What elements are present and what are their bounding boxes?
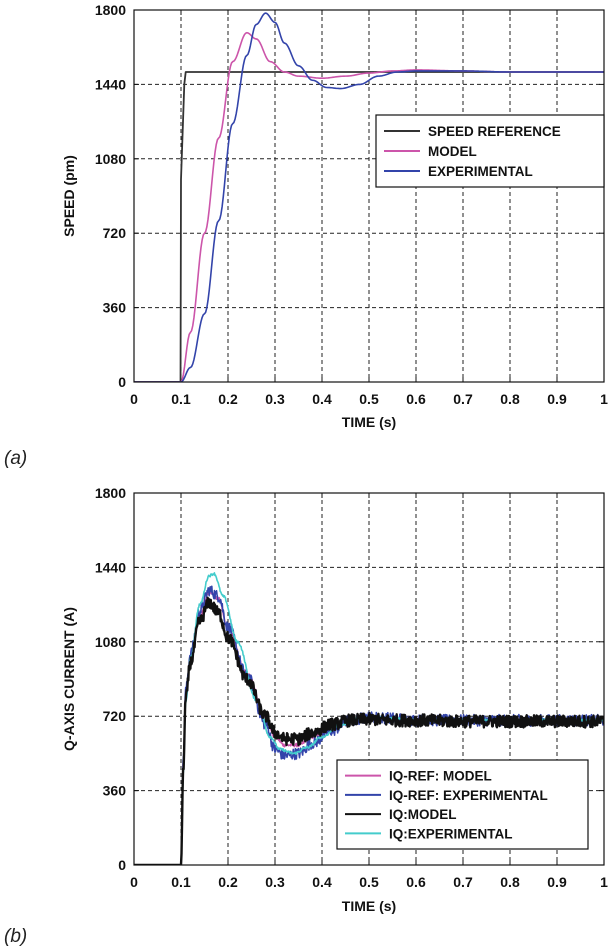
x-tick-label: 0 [130, 391, 138, 407]
y-tick-label: 1800 [95, 485, 126, 501]
y-tick-label: 720 [103, 708, 127, 724]
x-tick-label: 0.4 [312, 874, 332, 890]
axes-frame [133, 9, 605, 383]
series-line-experimental [134, 12, 604, 382]
x-axis-title: TIME (s) [342, 414, 396, 430]
x-tick-label: 0 [130, 874, 138, 890]
y-tick-label: 1080 [95, 151, 126, 167]
x-tick-label: 0.7 [453, 874, 473, 890]
x-tick-label: 0.8 [500, 391, 520, 407]
y-tick-label: 1080 [95, 634, 126, 650]
axes-frame [133, 492, 605, 866]
y-tick-label: 0 [118, 374, 126, 390]
legend-label: IQ:MODEL [389, 807, 457, 822]
x-tick-label: 0.7 [453, 391, 473, 407]
y-axis-title: Q-AXIS CURRENT (A) [61, 607, 77, 751]
x-tick-label: 0.3 [265, 874, 285, 890]
panel-label-b: (b) [4, 926, 28, 947]
y-tick-label: 720 [103, 225, 127, 241]
x-tick-label: 0.5 [359, 391, 379, 407]
y-axis-title: SPEED (pm) [61, 155, 77, 237]
x-tick-label: 0.1 [171, 391, 191, 407]
legend: SPEED REFERENCE MODEL EXPERIMENTAL [375, 114, 605, 188]
y-tick-label: 0 [118, 857, 126, 873]
x-tick-label: 0.8 [500, 874, 520, 890]
x-tick-label: 0.3 [265, 391, 285, 407]
y-tick-label: 360 [103, 783, 127, 799]
x-tick-label: 0.4 [312, 391, 332, 407]
legend-label: IQ-REF: EXPERIMENTAL [389, 788, 548, 803]
x-tick-label: 0.6 [406, 874, 426, 890]
chart-panel-b: 0 0.1 0.2 0.3 0.4 0.5 0.6 0.7 0.8 0.9 1 0 360 720 1080… [61, 485, 608, 914]
x-tick-label: 0.9 [547, 391, 567, 407]
legend-label: IQ:EXPERIMENTAL [389, 826, 513, 841]
series-line-speed-reference [134, 71, 604, 382]
x-tick-label: 1 [600, 874, 608, 890]
legend-label: MODEL [428, 144, 477, 159]
x-tick-label: 0.5 [359, 874, 379, 890]
panel-label-a: (a) [4, 448, 28, 469]
x-tick-label: 0.6 [406, 391, 426, 407]
x-tick-label: 0.2 [218, 391, 238, 407]
y-tick-label: 1800 [95, 2, 126, 18]
y-tick-label: 360 [103, 300, 127, 316]
y-tick-label: 1440 [95, 76, 126, 92]
x-tick-label: 0.1 [171, 874, 191, 890]
legend: IQ-REF: MODEL IQ-REF: EXPERIMENTAL IQ:MODE… [336, 759, 589, 850]
series-line-iq-model [134, 596, 604, 865]
y-tick-label: 1440 [95, 559, 126, 575]
x-tick-label: 0.2 [218, 874, 238, 890]
x-axis-title: TIME (s) [342, 898, 396, 914]
legend-label: IQ-REF: MODEL [389, 769, 492, 784]
chart-panel-a: 0 0.1 0.2 0.3 0.4 0.5 0.6 0.7 0.8 0.9 1 0 360 720 1080… [61, 2, 608, 430]
legend-label: EXPERIMENTAL [428, 164, 533, 179]
legend-label: SPEED REFERENCE [428, 124, 561, 139]
x-tick-label: 0.9 [547, 874, 567, 890]
x-tick-label: 1 [600, 391, 608, 407]
